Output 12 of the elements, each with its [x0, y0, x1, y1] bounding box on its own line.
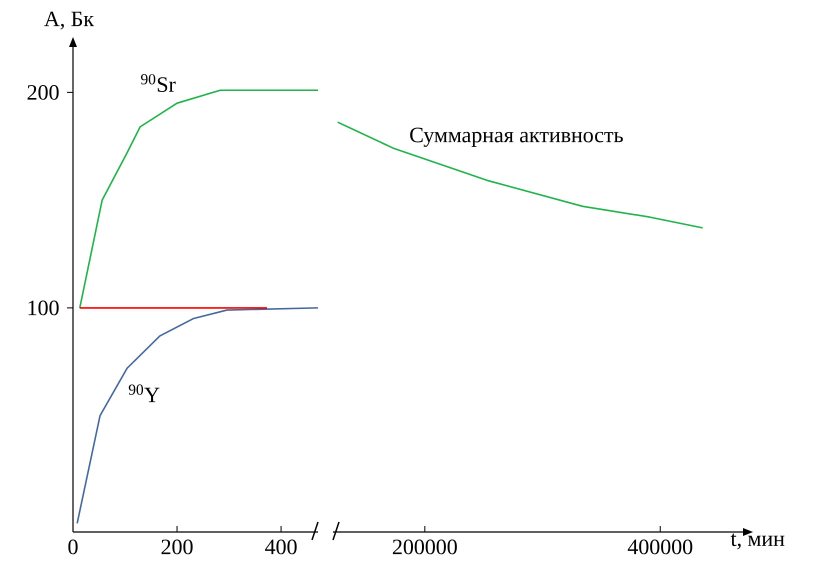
x-tick-label: 200000 [392, 540, 457, 554]
series-label: $^{90}$Sr [141, 74, 176, 92]
x-axis-title: t, мин [730, 534, 784, 550]
series-label: Суммарная активность [410, 128, 623, 147]
x-tick-label: 0 [68, 540, 78, 554]
y-tick-label: 100 [28, 300, 59, 316]
y-axis-title: A, Бк [44, 12, 94, 30]
x-tick-label: 400000 [628, 540, 692, 554]
series-label: $^{90}$Y [128, 384, 160, 402]
x-tick-label: 200 [162, 540, 193, 554]
line-series [76, 307, 319, 524]
x-tick-label: 400 [265, 540, 297, 554]
